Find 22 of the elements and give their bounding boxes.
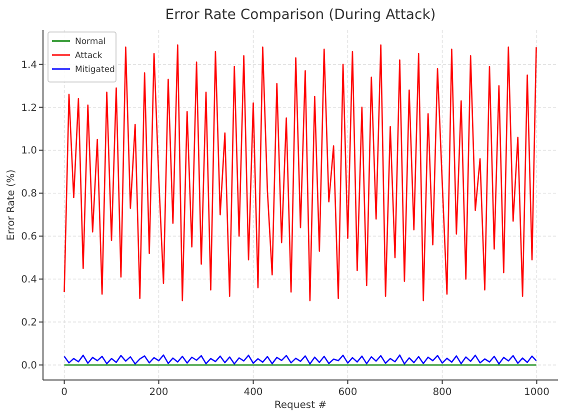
y-tick-label: 1.2 [21,102,37,114]
x-tick-label: 600 [338,387,358,398]
y-axis-title: Error Rate (%) [6,169,17,240]
y-tick-label: 1.0 [21,146,37,157]
y-tick-label: 0.8 [21,188,37,200]
x-tick-label: 1000 [524,387,550,398]
chart-title: Error Rate Comparison (During Attack) [165,7,436,23]
x-tick-label: 0 [61,387,68,398]
line-series [64,44,537,302]
y-tick-label: 1.4 [21,60,37,71]
y-tick-label: 0.6 [21,232,37,243]
y-tick-label: 0.4 [21,274,37,286]
legend-label: Mitigated [75,65,115,75]
y-tick-label: 0.0 [21,360,37,372]
legend-label: Attack [75,51,102,61]
x-tick-label: 400 [244,387,263,398]
y-tick-label: 0.2 [21,318,37,329]
x-tick-label: 200 [149,387,168,398]
legend-label: Normal [75,37,106,47]
x-axis-title: Request # [274,400,327,411]
x-tick-label: 800 [432,387,452,398]
line-series [64,354,537,365]
